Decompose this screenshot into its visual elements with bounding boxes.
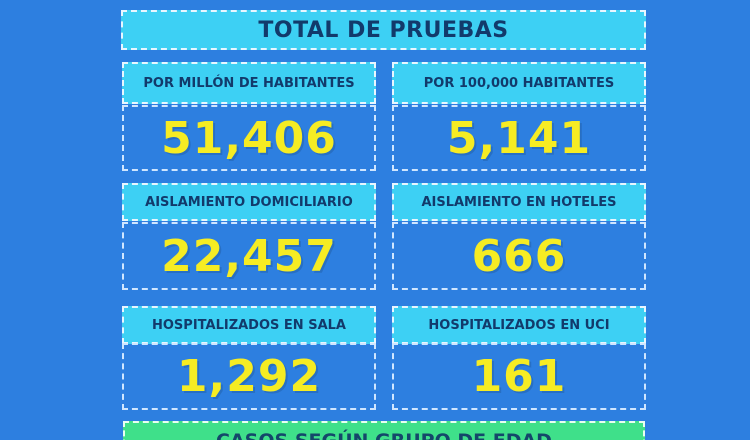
card-value-box-icu-hospitalized: 161 bbox=[392, 343, 646, 410]
card-label-home-isolation: AISLAMIENTO DOMICILIARIO bbox=[122, 183, 376, 221]
card-value-per-100k: 5,141 bbox=[446, 112, 592, 164]
card-value-box-ward-hospitalized: 1,292 bbox=[122, 343, 376, 410]
card-label-hotel-isolation: AISLAMIENTO EN HOTELES bbox=[392, 183, 646, 221]
card-label-per-million: POR MILLÓN DE HABITANTES bbox=[122, 62, 376, 104]
card-value-box-hotel-isolation: 666 bbox=[392, 222, 646, 290]
age-group-banner: CASOS SEGÚN GRUPO DE EDAD bbox=[123, 421, 645, 440]
card-value-box-per-100k: 5,141 bbox=[392, 105, 646, 171]
card-value-hotel-isolation: 666 bbox=[471, 230, 567, 282]
card-label-ward-hospitalized: HOSPITALIZADOS EN SALA bbox=[122, 306, 376, 344]
card-value-icu-hospitalized: 161 bbox=[471, 351, 567, 402]
card-label-icu-hospitalized: HOSPITALIZADOS EN UCI bbox=[392, 306, 646, 344]
card-value-home-isolation: 22,457 bbox=[161, 230, 337, 282]
card-value-box-per-million: 51,406 bbox=[122, 105, 376, 171]
card-label-per-100k: POR 100,000 HABITANTES bbox=[392, 62, 646, 104]
card-value-per-million: 51,406 bbox=[161, 112, 337, 164]
card-value-box-home-isolation: 22,457 bbox=[122, 222, 376, 290]
page-title: TOTAL DE PRUEBAS bbox=[121, 10, 646, 50]
card-value-ward-hospitalized: 1,292 bbox=[176, 351, 322, 402]
